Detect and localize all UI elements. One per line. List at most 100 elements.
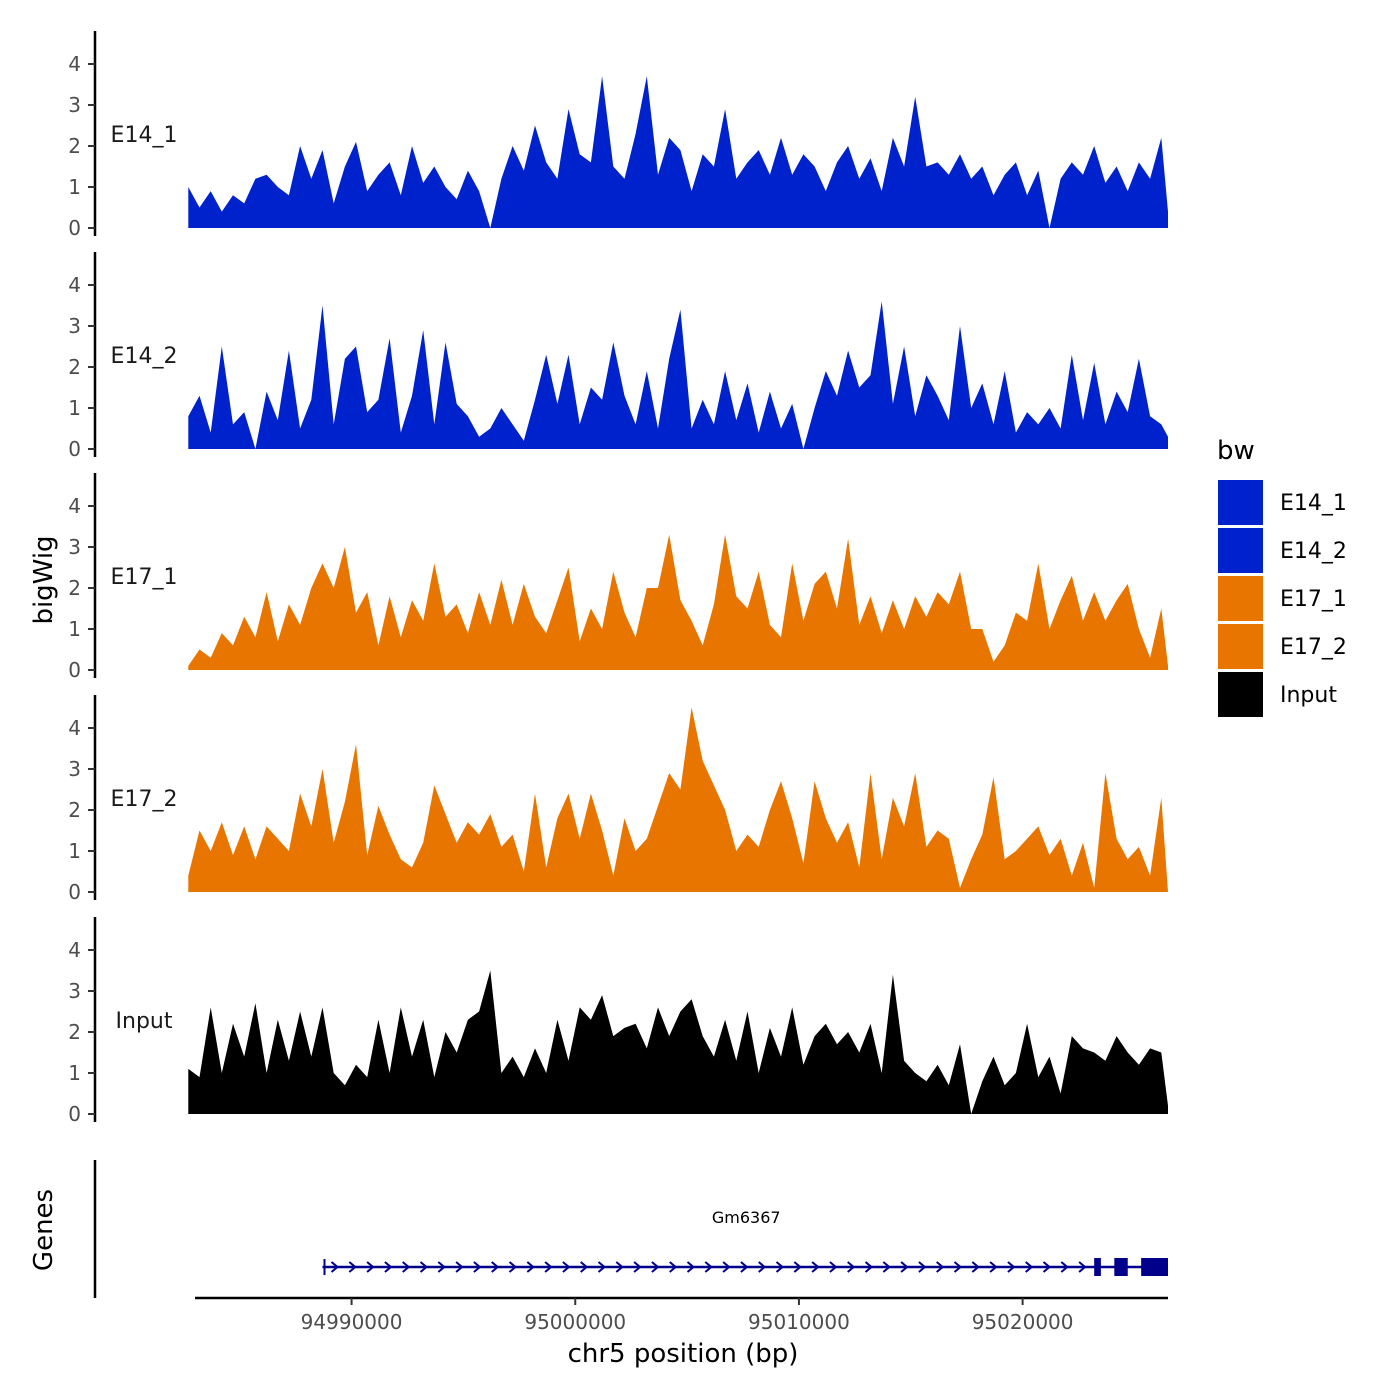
y-tick-label: 0 — [68, 880, 81, 904]
strand-arrow-icon — [1060, 1261, 1069, 1273]
y-axis-title: bigWig — [29, 535, 59, 624]
y-tick-label: 3 — [68, 535, 81, 559]
gene-name: Gm6367 — [712, 1208, 781, 1227]
y-tick-label: 0 — [68, 658, 81, 682]
y-tick-label: 1 — [68, 175, 81, 199]
strand-arrow-icon — [419, 1261, 429, 1273]
strand-arrow-icon — [544, 1261, 553, 1273]
strand-arrow-icon — [704, 1261, 713, 1273]
strand-arrow-icon — [900, 1261, 909, 1273]
strand-arrow-icon — [437, 1261, 446, 1273]
genes-axis-title: Genes — [29, 1189, 59, 1271]
signal-area-e17-1 — [188, 534, 1169, 670]
signal-area-input — [188, 970, 1169, 1114]
gene-exon — [1114, 1258, 1128, 1276]
strand-arrow-icon — [651, 1261, 660, 1273]
legend-swatch — [1218, 672, 1263, 717]
y-tick-label: 4 — [68, 494, 81, 518]
y-tick-label: 1 — [68, 1061, 81, 1085]
y-tick-label: 2 — [68, 134, 81, 158]
y-tick-label: 0 — [68, 216, 81, 240]
track-e14-1: 0 1 2 3 4 E14_1 — [68, 31, 1169, 240]
strand-arrow-icon — [882, 1261, 891, 1273]
y-tick-label: 4 — [68, 273, 81, 297]
y-tick-label: 1 — [68, 839, 81, 863]
track-label: E14_2 — [111, 344, 178, 369]
y-tick-label: 0 — [68, 437, 81, 461]
y-tick-label: 4 — [68, 716, 81, 740]
strand-arrow-icon — [793, 1261, 802, 1273]
strand-arrow-icon — [971, 1261, 980, 1273]
track-e17-1: 0 1 2 3 4 E17_1 — [68, 473, 1169, 682]
strand-arrow-icon — [1025, 1261, 1034, 1273]
strand-arrow-icon — [473, 1261, 482, 1273]
strand-arrow-icon — [455, 1261, 464, 1273]
strand-arrow-icon — [615, 1261, 624, 1273]
legend-label: E14_2 — [1280, 539, 1347, 564]
legend-swatch — [1218, 624, 1263, 669]
x-axis-title: chr5 position (bp) — [568, 1339, 799, 1369]
y-tick-label: 2 — [68, 355, 81, 379]
y-tick-label: 1 — [68, 617, 81, 641]
y-tick-label: 3 — [68, 93, 81, 117]
y-tick-label: 4 — [68, 52, 81, 76]
x-axis: 94990000 95000000 95010000 95020000 — [195, 1296, 1168, 1334]
legend-label: E17_1 — [1280, 587, 1347, 612]
strand-arrow-icon — [597, 1261, 607, 1273]
strand-arrow-icon — [811, 1261, 820, 1273]
strand-arrow-icon — [562, 1261, 571, 1273]
legend-label: E17_2 — [1280, 635, 1347, 660]
signal-area-e14-2 — [188, 301, 1169, 449]
x-tick-label: 95010000 — [748, 1310, 850, 1334]
strand-arrow-icon — [508, 1261, 518, 1273]
track-input: 0 1 2 3 4 Input — [68, 917, 1169, 1126]
strand-arrow-icon — [989, 1261, 998, 1273]
signal-tracks: 0 1 2 3 4 E14_1 0 1 2 3 4 E14_2 0 1 2 3 4 E17_1 0 1 2 3 4 E17_2… — [68, 31, 1169, 1126]
strand-arrow-icon — [686, 1261, 696, 1273]
strand-arrow-icon — [669, 1261, 678, 1273]
y-tick-label: 4 — [68, 938, 81, 962]
strand-arrow-icon — [936, 1261, 945, 1273]
strand-arrow-icon — [775, 1261, 785, 1273]
strand-arrow-icon — [740, 1261, 749, 1273]
y-tick-label: 3 — [68, 979, 81, 1003]
x-tick-label: 94990000 — [301, 1310, 403, 1334]
y-tick-label: 3 — [68, 757, 81, 781]
strand-arrow-icon — [330, 1261, 340, 1273]
track-label: E17_2 — [111, 787, 178, 812]
track-e17-2: 0 1 2 3 4 E17_2 — [68, 695, 1169, 904]
strand-arrow-icon — [722, 1261, 731, 1273]
strand-arrow-icon — [580, 1261, 589, 1273]
strand-arrow-icon — [526, 1261, 535, 1273]
y-tick-label: 1 — [68, 396, 81, 420]
strand-arrow-icon — [829, 1261, 838, 1273]
signal-area-e14-1 — [188, 76, 1169, 228]
strand-arrow-icon — [1007, 1261, 1016, 1273]
y-tick-label: 2 — [68, 1020, 81, 1044]
y-tick-label: 0 — [68, 1102, 81, 1126]
track-e14-2: 0 1 2 3 4 E14_2 — [68, 252, 1169, 461]
x-tick-label: 95020000 — [972, 1310, 1074, 1334]
signal-area-e17-2 — [188, 707, 1169, 892]
strand-arrow-icon — [366, 1261, 375, 1273]
strand-arrow-icon — [348, 1261, 357, 1273]
legend-title: bw — [1217, 436, 1255, 466]
legend-label: E14_1 — [1280, 491, 1347, 516]
legend-swatch — [1218, 576, 1263, 621]
y-tick-label: 2 — [68, 798, 81, 822]
gene-track: Gm6367 — [93, 1160, 1168, 1298]
legend: bw E14_1 E14_2 E17_1 E17_2 Input — [1217, 436, 1347, 717]
strand-arrow-icon — [633, 1261, 642, 1273]
y-tick-label: 2 — [68, 576, 81, 600]
strand-arrow-icon — [1078, 1261, 1087, 1273]
track-label: Input — [116, 1009, 173, 1034]
strand-arrow-icon — [384, 1261, 393, 1273]
gene-exon — [1141, 1258, 1168, 1276]
strand-arrow-icon — [953, 1261, 963, 1273]
strand-arrow-icon — [847, 1261, 856, 1273]
x-tick-label: 95000000 — [524, 1310, 626, 1334]
strand-arrow-icon — [1042, 1261, 1052, 1273]
gene-exon — [1094, 1258, 1101, 1276]
strand-arrow-icon — [758, 1261, 767, 1273]
